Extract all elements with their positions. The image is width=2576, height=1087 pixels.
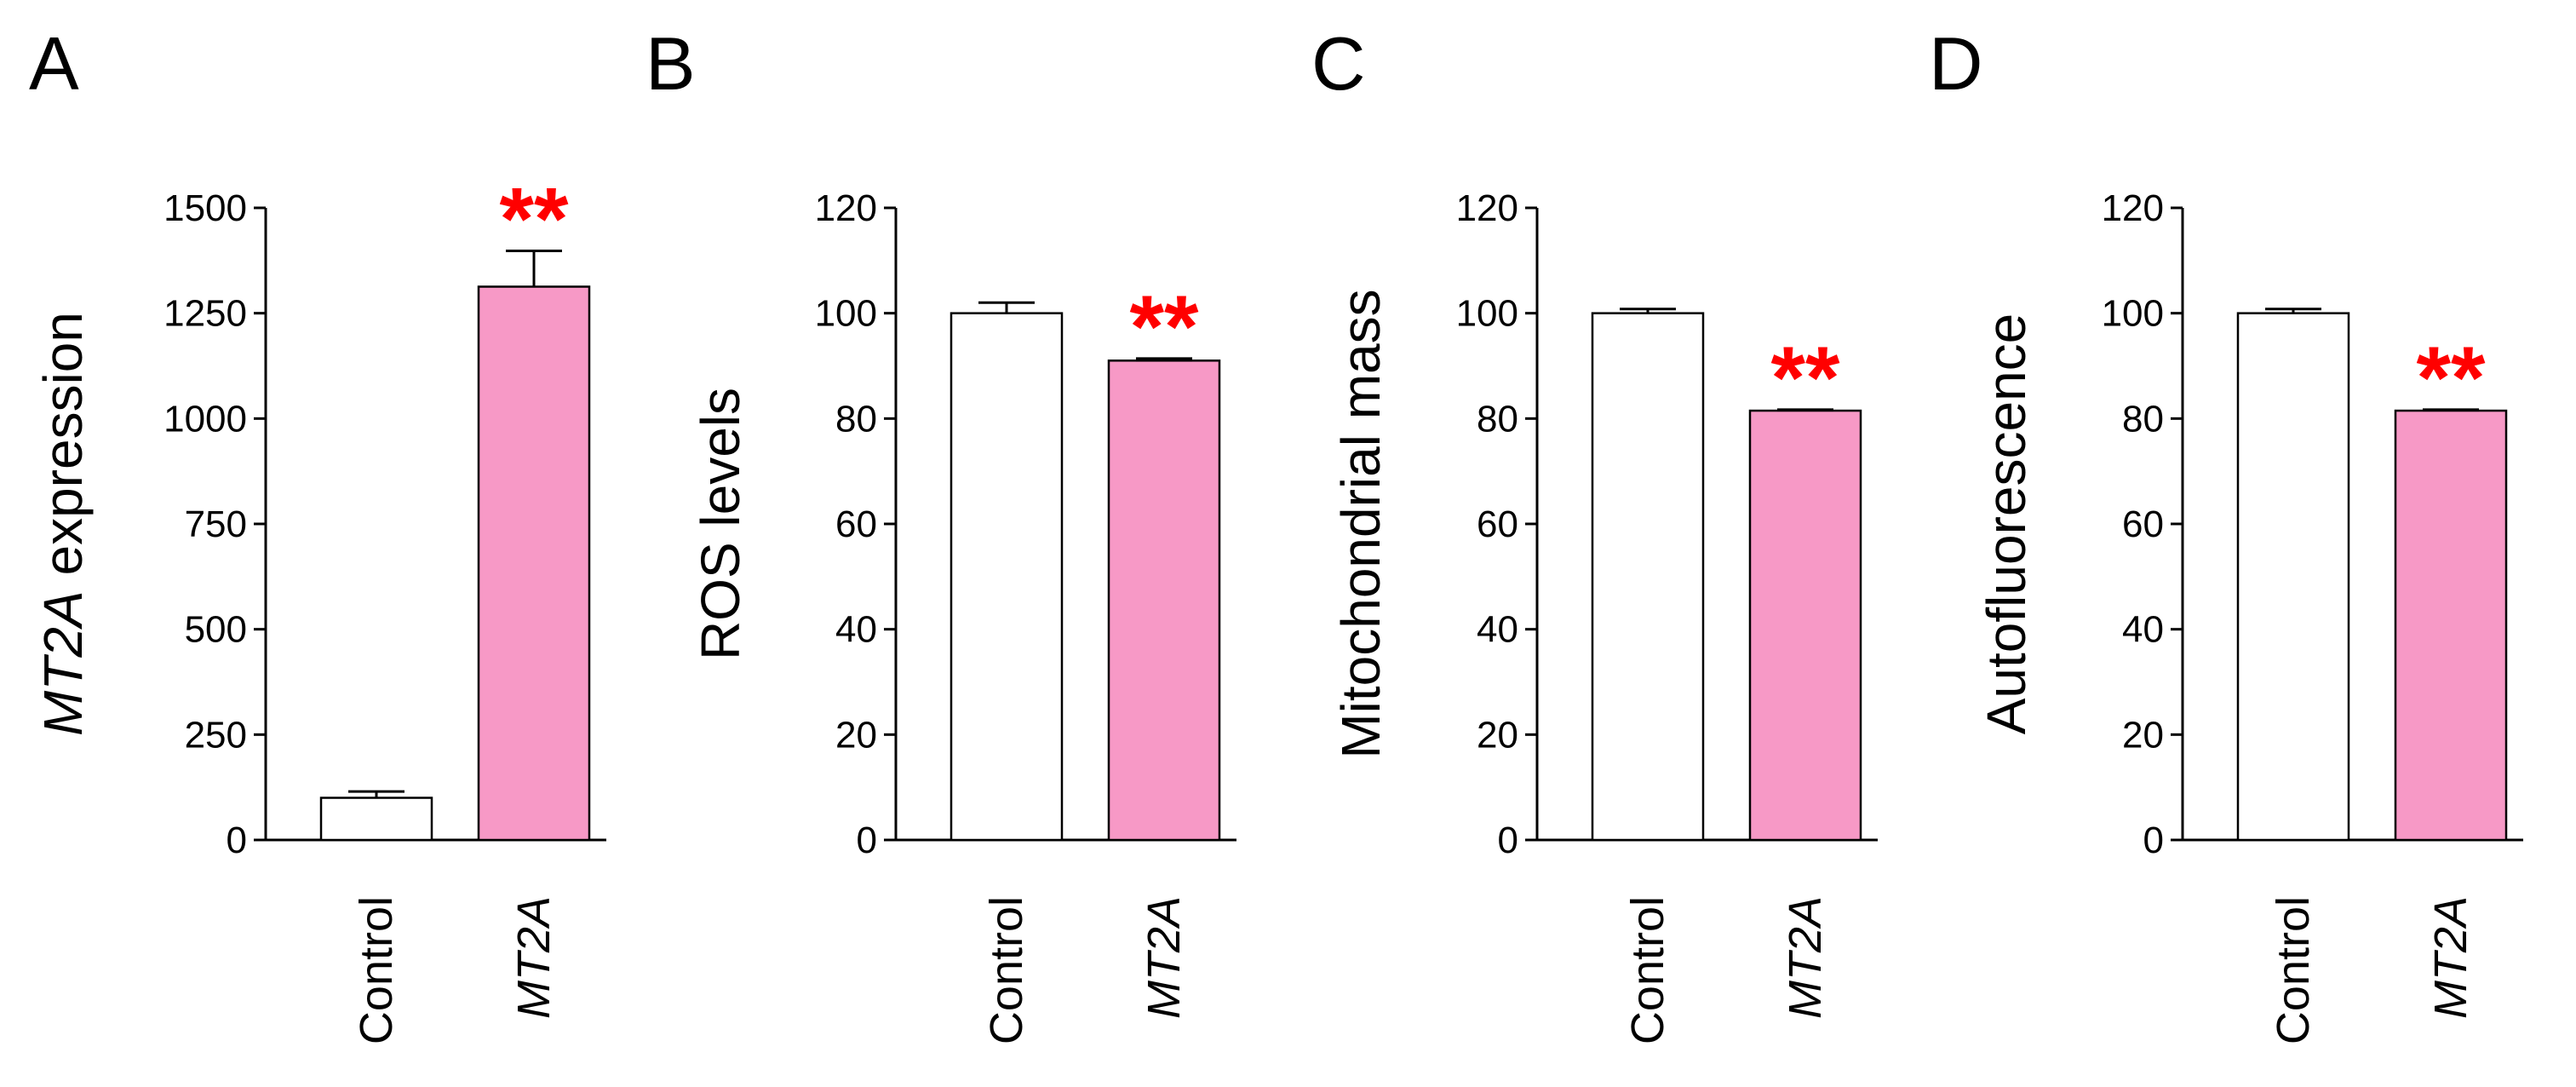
category-label-c-control: Control bbox=[1622, 896, 1673, 1044]
bar-d-control bbox=[2236, 312, 2350, 842]
category-label-a-mt2a: MT2A bbox=[508, 896, 559, 1019]
y-axis-label-c: Mitochondrial mass bbox=[1330, 289, 1391, 758]
y-tick-label-c-120: 120 bbox=[1456, 187, 1518, 229]
y-tick-label-a-0: 0 bbox=[227, 820, 247, 861]
significance-marker-d-mt2a: ** bbox=[2417, 329, 2486, 428]
category-label-c-mt2a: MT2A bbox=[1780, 896, 1831, 1019]
category-label-b-control: Control bbox=[981, 896, 1032, 1044]
y-axis-label-italic-a: MT2A bbox=[32, 590, 94, 736]
y-axis-label-d: Autofluorescence bbox=[1976, 313, 2037, 735]
significance-marker-b-mt2a: ** bbox=[1130, 278, 1199, 377]
y-tick-label-c-60: 60 bbox=[1477, 503, 1518, 545]
y-tick-label-a-250: 250 bbox=[185, 714, 247, 756]
y-tick-label-b-80: 80 bbox=[835, 398, 877, 440]
y-tick-label-b-100: 100 bbox=[815, 293, 877, 335]
y-axis-label-a: MT2A expression bbox=[32, 312, 94, 736]
bar-a-mt2a bbox=[477, 285, 591, 842]
y-tick-label-d-0: 0 bbox=[2143, 820, 2164, 861]
y-tick-label-a-1000: 1000 bbox=[164, 398, 247, 440]
category-label-a-control: Control bbox=[351, 896, 402, 1044]
panel-letter-a: A bbox=[29, 21, 79, 106]
bar-b-control bbox=[950, 312, 1064, 842]
significance-marker-a-mt2a: ** bbox=[500, 170, 569, 268]
y-tick-label-d-100: 100 bbox=[2102, 293, 2164, 335]
y-tick-label-d-20: 20 bbox=[2122, 714, 2164, 756]
y-tick-label-c-80: 80 bbox=[1477, 398, 1518, 440]
y-tick-label-b-60: 60 bbox=[835, 503, 877, 545]
bar-c-control bbox=[1591, 312, 1705, 842]
category-label-d-mt2a: MT2A bbox=[2425, 896, 2476, 1019]
y-tick-label-a-500: 500 bbox=[185, 609, 247, 651]
category-label-b-mt2a: MT2A bbox=[1139, 896, 1190, 1019]
category-label-d-control: Control bbox=[2268, 896, 2319, 1044]
bar-a-control bbox=[319, 797, 433, 842]
y-axis-label-rest-a: expression bbox=[32, 312, 94, 590]
y-tick-label-a-1250: 1250 bbox=[164, 293, 247, 335]
y-tick-label-c-20: 20 bbox=[1477, 714, 1518, 756]
y-tick-label-d-120: 120 bbox=[2102, 187, 2164, 229]
y-tick-label-b-0: 0 bbox=[857, 820, 877, 861]
bar-d-mt2a bbox=[2394, 409, 2508, 842]
panel-letter-d: D bbox=[1929, 21, 1983, 106]
significance-marker-c-mt2a: ** bbox=[1771, 329, 1840, 428]
y-axis-label-b: ROS levels bbox=[690, 388, 751, 660]
bar-b-mt2a bbox=[1107, 359, 1221, 842]
y-tick-label-c-100: 100 bbox=[1456, 293, 1518, 335]
y-tick-label-b-20: 20 bbox=[835, 714, 877, 756]
y-tick-label-d-60: 60 bbox=[2122, 503, 2164, 545]
y-tick-label-d-80: 80 bbox=[2122, 398, 2164, 440]
y-tick-label-a-750: 750 bbox=[185, 503, 247, 545]
panel-letter-c: C bbox=[1311, 21, 1366, 106]
y-tick-label-b-120: 120 bbox=[815, 187, 877, 229]
panel-letter-b: B bbox=[645, 21, 696, 106]
y-tick-label-c-40: 40 bbox=[1477, 609, 1518, 651]
y-tick-label-b-40: 40 bbox=[835, 609, 877, 651]
y-tick-label-c-0: 0 bbox=[1498, 820, 1518, 861]
y-tick-label-d-40: 40 bbox=[2122, 609, 2164, 651]
y-tick-label-a-1500: 1500 bbox=[164, 187, 247, 229]
bar-c-mt2a bbox=[1748, 409, 1862, 842]
